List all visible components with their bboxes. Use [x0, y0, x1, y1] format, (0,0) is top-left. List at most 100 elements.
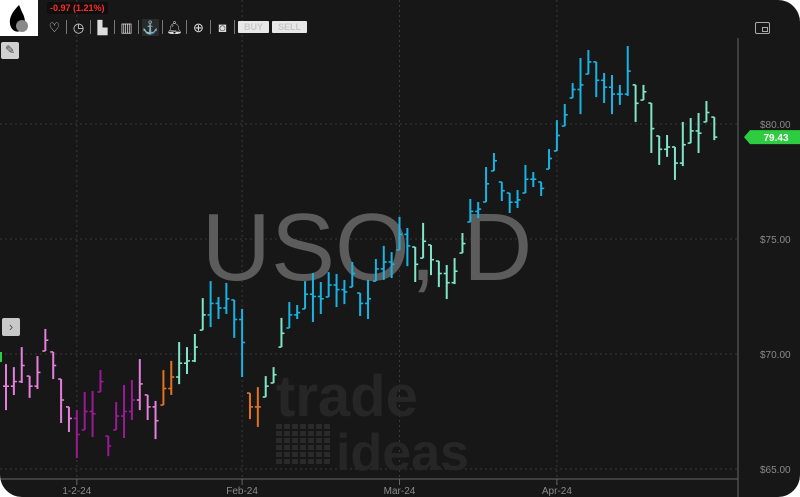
ohlc-bar	[254, 387, 261, 427]
divider	[90, 20, 91, 34]
divider	[186, 20, 187, 34]
divider	[210, 20, 211, 34]
brand-watermark-cell	[300, 452, 306, 457]
brand-watermark-cell	[308, 452, 314, 457]
ohlc-bar	[514, 190, 521, 208]
ohlc-bar	[113, 402, 120, 431]
ohlc-bar	[648, 102, 655, 153]
grid-lines	[0, 0, 738, 479]
ohlc-bar	[640, 84, 647, 101]
brand-watermark-cell	[300, 459, 306, 464]
brand-watermark-cell	[300, 431, 306, 436]
ohlc-bar	[34, 356, 41, 389]
ohlc-bar	[459, 233, 466, 254]
brand-watermark-cell	[316, 438, 322, 443]
brand-watermark-cell	[292, 431, 298, 436]
ohlc-bar	[656, 135, 663, 165]
ohlc-bar	[105, 435, 112, 457]
ohlc-bar	[144, 394, 151, 421]
ohlc-bar	[695, 112, 702, 153]
ohlc-bar	[577, 57, 584, 115]
ohlc-bar	[396, 216, 403, 251]
brand-watermark-cell	[276, 438, 282, 443]
anchor-icon[interactable]: ⚓	[142, 18, 159, 36]
ohlc-bar	[475, 201, 482, 219]
ohlc-bar	[191, 333, 198, 363]
ohlc-bar	[671, 146, 678, 180]
ohlc-bar	[490, 152, 497, 172]
ohlc-bar	[679, 121, 686, 167]
price-marker-left	[0, 352, 2, 362]
ohlc-bar	[121, 385, 128, 438]
draw-tool-pencil-icon[interactable]: ✎	[1, 42, 19, 59]
volume-chart-icon[interactable]: ▥	[120, 19, 133, 35]
ohlc-bar	[152, 400, 159, 440]
heart-plus-icon[interactable]: ♡	[48, 19, 61, 35]
brand-watermark-cell	[308, 431, 314, 436]
brand-watermark-cell	[316, 452, 322, 457]
ohlc-bar	[349, 262, 356, 288]
ohlc-bar	[176, 342, 183, 385]
ohlc-bar	[262, 376, 269, 398]
ohlc-bar	[286, 302, 293, 329]
ohlc-bar	[42, 328, 49, 352]
plus-circle-icon[interactable]: ⊕	[193, 19, 204, 35]
brand-watermark-cell	[308, 424, 314, 429]
buy-button[interactable]: BUY	[238, 21, 270, 33]
ohlc-bar	[483, 167, 490, 203]
ohlc-bar	[199, 298, 206, 331]
brand-watermark-cell	[300, 438, 306, 443]
sell-button[interactable]: SELL	[272, 21, 308, 33]
brand-watermark-cell	[324, 424, 330, 429]
ohlc-bar	[81, 391, 88, 431]
ohlc-bar	[522, 164, 529, 194]
picture-in-picture-icon[interactable]	[755, 22, 770, 34]
brand-watermark-cell	[284, 438, 290, 443]
brand-watermark-cell	[284, 424, 290, 429]
ohlc-bar	[302, 281, 309, 310]
camera-icon[interactable]: ◙	[218, 19, 227, 35]
y-tick-label: $65.00	[760, 465, 791, 476]
clock-icon[interactable]: ◷	[72, 19, 85, 35]
ohlc-bar	[435, 260, 442, 288]
ohlc-bar	[365, 279, 372, 320]
expand-panel-chevron-right-icon[interactable]: ›	[2, 318, 20, 336]
x-axis: 1-2-24 Feb-24 Mar-24 Apr-24	[62, 479, 572, 497]
brand-watermark-cell	[308, 438, 314, 443]
ohlc-bar	[420, 222, 427, 259]
brand-watermark-cell	[308, 459, 314, 464]
ohlc-bar	[215, 296, 222, 320]
x-tick-label: Apr-24	[542, 486, 572, 497]
ohlc-bar	[270, 367, 277, 384]
brand-watermark-cell	[324, 445, 330, 450]
y-tick-label: $70.00	[760, 350, 791, 361]
brand-watermark-cell	[292, 424, 298, 429]
ohlc-bar	[546, 149, 553, 170]
brand-watermark-cell	[324, 459, 330, 464]
ohlc-bar	[451, 258, 458, 285]
ohlc-bar	[711, 116, 718, 141]
ohlc-bar	[3, 364, 9, 411]
ohlc-bar	[58, 378, 65, 423]
ohlc-bar	[569, 83, 576, 99]
brand-watermark-ideas: ideas	[336, 424, 469, 482]
ohlc-bar	[608, 75, 615, 115]
symbol-watermark: USO, D	[202, 194, 533, 301]
alarm-bell-icon[interactable]: 🔔︎	[166, 19, 183, 35]
brand-watermark-cell	[316, 459, 322, 464]
ohlc-bar	[341, 279, 348, 305]
brand-watermark-cell	[316, 431, 322, 436]
y-tick-label: $75.00	[760, 235, 791, 246]
ohlc-bar	[404, 227, 411, 267]
brand-watermark-cell	[276, 459, 282, 464]
bar-chart-icon[interactable]: ▙	[97, 19, 108, 35]
brand-watermark-cell	[284, 452, 290, 457]
ohlc-bar	[26, 375, 33, 398]
ohlc-bar	[89, 391, 96, 438]
ohlc-bar	[703, 101, 710, 123]
watermark: USO, D trade ideas	[202, 194, 533, 482]
ohlc-bar	[309, 273, 316, 323]
ohlc-bar	[10, 367, 17, 395]
ohlc-bar	[664, 135, 671, 157]
